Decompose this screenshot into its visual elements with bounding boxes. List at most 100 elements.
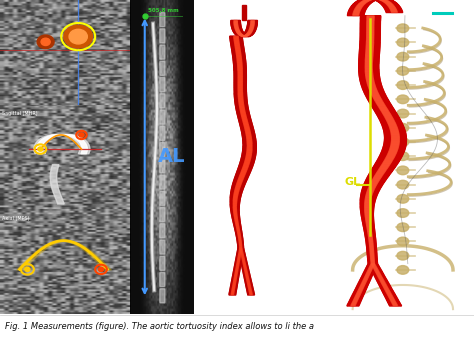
Polygon shape <box>360 205 374 206</box>
Polygon shape <box>370 252 374 253</box>
Polygon shape <box>348 11 365 12</box>
Polygon shape <box>237 265 239 266</box>
Polygon shape <box>369 102 390 103</box>
Polygon shape <box>243 167 248 168</box>
Polygon shape <box>365 275 369 277</box>
Polygon shape <box>366 273 370 274</box>
Polygon shape <box>236 105 247 106</box>
Polygon shape <box>235 100 247 101</box>
Polygon shape <box>388 303 401 304</box>
Polygon shape <box>234 180 247 181</box>
Polygon shape <box>365 58 373 59</box>
Polygon shape <box>371 260 374 261</box>
Polygon shape <box>242 136 255 137</box>
Polygon shape <box>361 197 376 198</box>
Polygon shape <box>234 78 246 79</box>
Polygon shape <box>368 99 388 100</box>
Polygon shape <box>375 174 383 175</box>
Polygon shape <box>370 265 374 266</box>
Polygon shape <box>244 33 254 34</box>
Polygon shape <box>359 69 379 70</box>
Polygon shape <box>359 58 379 59</box>
Polygon shape <box>385 291 390 292</box>
Polygon shape <box>243 121 247 122</box>
Polygon shape <box>366 75 373 76</box>
Polygon shape <box>236 224 238 225</box>
Polygon shape <box>234 36 238 37</box>
Polygon shape <box>236 52 241 53</box>
Polygon shape <box>233 56 245 57</box>
Polygon shape <box>240 109 245 110</box>
Polygon shape <box>365 202 370 203</box>
Polygon shape <box>243 120 247 121</box>
Polygon shape <box>230 197 241 198</box>
Polygon shape <box>238 257 240 258</box>
Polygon shape <box>246 155 251 156</box>
Polygon shape <box>230 204 239 205</box>
Text: Fig. 1 Measurements (figure). The aortic tortuosity index allows to li the a: Fig. 1 Measurements (figure). The aortic… <box>5 322 314 331</box>
Polygon shape <box>247 150 252 151</box>
Polygon shape <box>368 189 374 190</box>
Polygon shape <box>240 124 252 125</box>
Polygon shape <box>358 290 363 291</box>
Polygon shape <box>374 164 397 165</box>
Polygon shape <box>243 149 256 150</box>
Polygon shape <box>249 291 252 292</box>
Polygon shape <box>356 6 363 7</box>
Polygon shape <box>235 219 237 220</box>
Polygon shape <box>378 275 382 277</box>
Polygon shape <box>247 139 252 140</box>
Polygon shape <box>236 187 240 188</box>
Polygon shape <box>390 149 398 150</box>
Polygon shape <box>243 269 249 270</box>
Polygon shape <box>246 30 255 31</box>
Text: A: A <box>454 4 463 14</box>
Polygon shape <box>375 100 383 101</box>
Polygon shape <box>241 114 246 115</box>
Polygon shape <box>368 85 375 86</box>
Polygon shape <box>237 110 249 111</box>
Polygon shape <box>383 127 404 128</box>
Polygon shape <box>236 234 242 235</box>
Polygon shape <box>365 70 373 71</box>
Polygon shape <box>373 96 380 97</box>
Polygon shape <box>237 65 242 66</box>
Polygon shape <box>365 236 375 237</box>
Polygon shape <box>241 173 246 174</box>
Polygon shape <box>382 290 393 291</box>
Polygon shape <box>370 249 374 250</box>
Polygon shape <box>232 52 245 53</box>
Polygon shape <box>246 156 251 157</box>
Polygon shape <box>392 141 399 142</box>
Polygon shape <box>390 127 397 128</box>
Polygon shape <box>238 80 242 81</box>
Polygon shape <box>385 297 397 298</box>
Polygon shape <box>369 101 389 102</box>
Polygon shape <box>371 170 393 171</box>
Polygon shape <box>353 12 359 13</box>
Polygon shape <box>232 29 242 30</box>
Polygon shape <box>246 134 251 135</box>
Polygon shape <box>364 230 375 231</box>
Polygon shape <box>369 238 373 239</box>
Polygon shape <box>239 101 243 102</box>
Polygon shape <box>377 160 400 161</box>
Polygon shape <box>366 52 373 53</box>
Polygon shape <box>239 249 242 250</box>
Polygon shape <box>360 207 374 208</box>
Polygon shape <box>235 99 247 100</box>
Polygon shape <box>362 86 382 87</box>
Polygon shape <box>244 268 246 269</box>
FancyBboxPatch shape <box>160 110 165 124</box>
Polygon shape <box>250 294 252 295</box>
Polygon shape <box>239 121 252 122</box>
Polygon shape <box>368 188 374 189</box>
Polygon shape <box>247 147 252 148</box>
Polygon shape <box>36 134 87 154</box>
Polygon shape <box>359 60 379 61</box>
Polygon shape <box>380 154 403 155</box>
Polygon shape <box>381 4 398 5</box>
Polygon shape <box>356 294 360 295</box>
Polygon shape <box>241 263 247 264</box>
Polygon shape <box>379 168 387 169</box>
